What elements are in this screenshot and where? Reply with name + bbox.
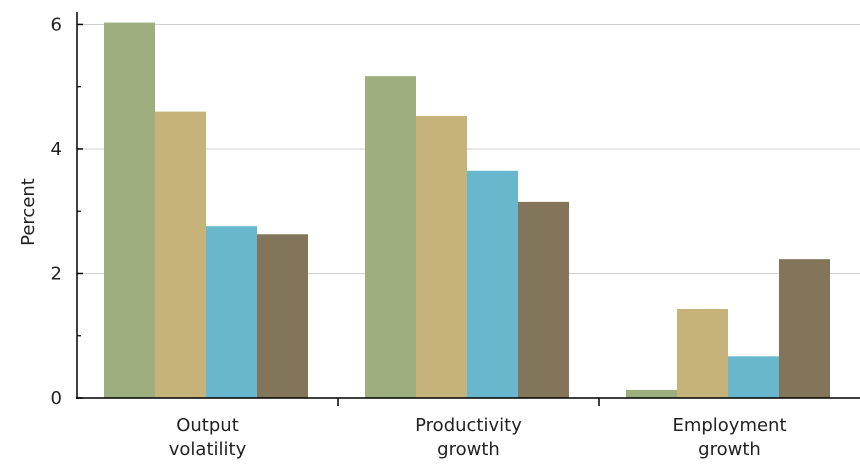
bar	[518, 201, 569, 398]
labels: 0 2 4 6 Output volatility Productivity growth Em…	[51, 14, 787, 460]
bar	[155, 111, 206, 398]
bar	[626, 389, 677, 398]
bar	[416, 115, 467, 398]
axes	[76, 12, 860, 406]
bar	[206, 226, 257, 398]
bar	[257, 234, 308, 398]
bar	[728, 356, 779, 398]
y-tick-label: 4	[51, 139, 62, 160]
bar	[779, 259, 830, 398]
x-category-label: growth	[698, 439, 761, 460]
x-category-label: Productivity	[415, 415, 522, 436]
x-category-label: growth	[437, 439, 500, 460]
y-axis-title: Percent	[18, 178, 39, 246]
bar	[677, 308, 728, 398]
y-tick-label: 6	[51, 14, 62, 35]
y-tick-label: 2	[51, 263, 62, 284]
x-category-label: volatility	[169, 439, 247, 460]
bar	[104, 22, 155, 399]
y-tick-label: 0	[51, 388, 62, 409]
bars	[104, 22, 830, 399]
x-category-label: Employment	[672, 415, 786, 436]
bar	[467, 170, 518, 398]
x-category-label: Output	[176, 415, 239, 436]
bar	[365, 76, 416, 399]
